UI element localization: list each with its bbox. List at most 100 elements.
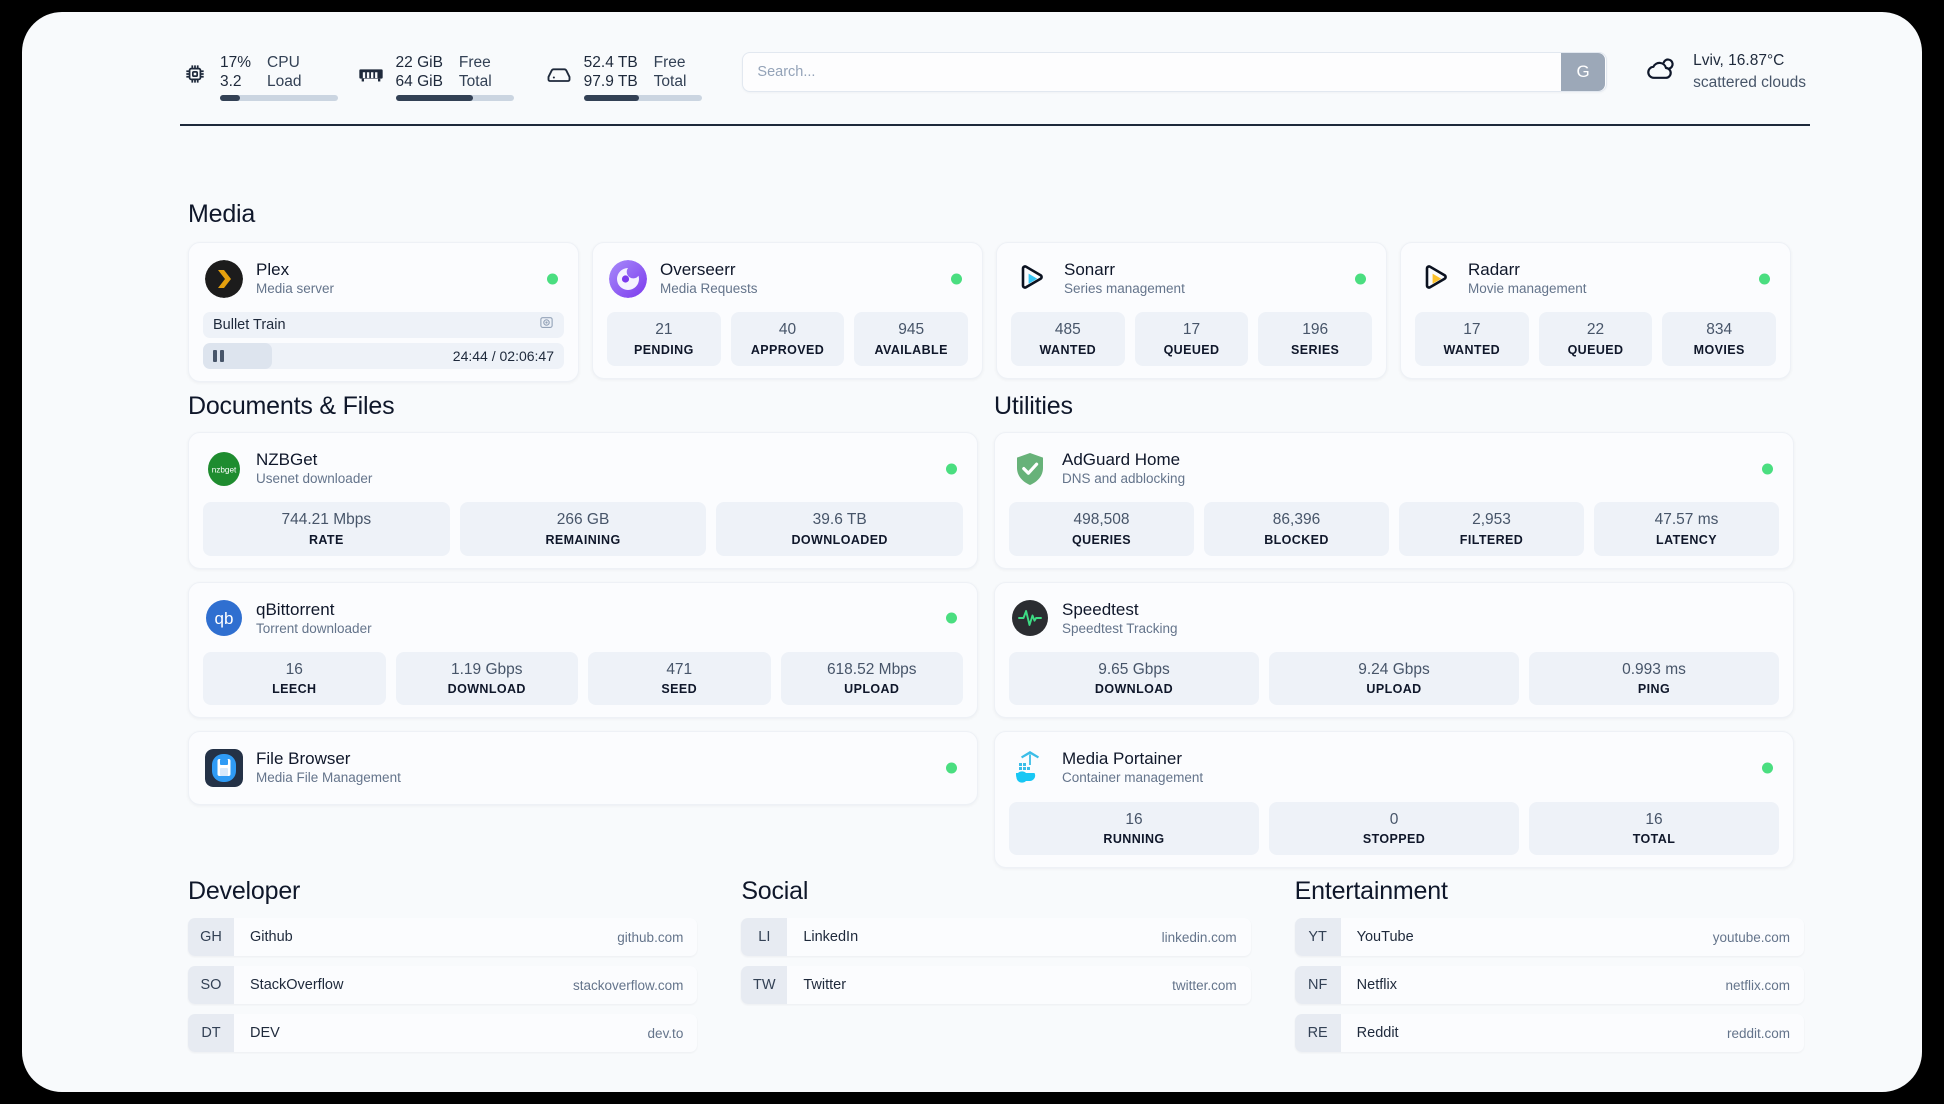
app-icon-sonarr (1013, 260, 1051, 298)
app-subtitle: Series management (1064, 281, 1185, 297)
search-input[interactable] (743, 53, 1562, 91)
service-card-file-browser[interactable]: File Browser Media File Management (188, 731, 978, 805)
stat-box[interactable]: 16 RUNNING (1009, 801, 1259, 855)
app-icon-speedtest (1011, 599, 1049, 637)
stat-box[interactable]: 21 PENDING (607, 312, 721, 366)
stat-box[interactable]: 39.6 TB DOWNLOADED (716, 502, 964, 556)
card-header: qb qBittorrent Torrent downloader (203, 595, 963, 642)
ram-free-value: 22 GiB (395, 53, 443, 71)
service-card-nzbget[interactable]: nzbget NZBGet Usenet downloader 744.21 Mbps… (188, 432, 978, 569)
svg-text:qb: qb (215, 609, 234, 628)
stat-label: DOWNLOADED (791, 532, 888, 547)
service-card-radarr[interactable]: Radarr Movie management 17 WANTED 22 QUEUED 83… (1400, 242, 1791, 379)
ram-total-value: 64 GiB (395, 73, 443, 90)
app-name: Overseerr (660, 260, 736, 279)
bookmark-item[interactable]: RE Reddit reddit.com (1294, 1014, 1804, 1052)
card-header: Plex Media server (203, 255, 564, 302)
bookmark-group-title: Social (741, 877, 809, 905)
app-subtitle: Torrent downloader (256, 620, 372, 636)
bookmark-item[interactable]: YT YouTube youtube.com (1294, 918, 1804, 956)
stats-row: 485 WANTED 17 QUEUED 196 SERIES (1011, 312, 1373, 366)
bookmark-name: Twitter (803, 977, 847, 993)
stat-label: DOWNLOAD (447, 682, 526, 697)
cast-icon[interactable] (539, 315, 554, 335)
stat-box[interactable]: 16 TOTAL (1529, 801, 1779, 855)
service-card-sonarr[interactable]: Sonarr Series management 485 WANTED 17 QUEUED… (996, 242, 1387, 379)
app-icon-media-portainer (1011, 749, 1049, 787)
bookmark-abbr: DT (188, 1014, 234, 1052)
stat-box[interactable]: 9.65 Gbps DOWNLOAD (1009, 652, 1259, 706)
bookmark-name: Github (250, 929, 293, 945)
stat-label: QUERIES (1071, 532, 1132, 547)
stat-label: RUNNING (1103, 831, 1165, 846)
cpu-icon (180, 59, 210, 89)
pause-icon[interactable] (213, 350, 224, 363)
stat-box[interactable]: 0.993 ms PING (1529, 652, 1779, 706)
stat-box[interactable]: 834 MOVIES (1662, 312, 1777, 366)
stat-box[interactable]: 266 GB REMAINING (459, 502, 707, 556)
bookmark-item[interactable]: SO StackOverflow stackoverflow.com (188, 966, 698, 1004)
stat-box[interactable]: 618.52 Mbps UPLOAD (780, 652, 963, 706)
stat-box[interactable]: 17 WANTED (1415, 312, 1529, 366)
service-card-plex[interactable]: Plex Media server Bullet Train 24:44 / 02:0… (188, 242, 579, 383)
stat-box[interactable]: 40 APPROVED (730, 312, 845, 366)
service-card-qbittorrent[interactable]: qb qBittorrent Torrent downloader 16 LEECH 1.… (188, 581, 978, 719)
service-card-media-portainer[interactable]: Media Portainer Container management 16 RUN… (994, 731, 1794, 868)
disk-label-line1: Free (653, 53, 686, 71)
bookmark-item[interactable]: TW Twitter twitter.com (741, 966, 1251, 1004)
bookmark-url: github.com (617, 929, 684, 945)
stat-box[interactable]: 2,953 FILTERED (1399, 502, 1584, 556)
service-card-speedtest[interactable]: Speedtest Speedtest Tracking 9.65 Gbps DOWN… (994, 581, 1794, 719)
stat-label: BLOCKED (1264, 532, 1329, 547)
bookmark-name: Netflix (1356, 977, 1397, 993)
stat-box[interactable]: 22 QUEUED (1538, 312, 1653, 366)
service-card-overseerr[interactable]: Overseerr Media Requests 21 PENDING 40 APPROV… (592, 242, 983, 379)
bookmark-item[interactable]: LI LinkedIn linkedin.com (741, 918, 1251, 956)
stat-box[interactable]: 47.57 ms LATENCY (1594, 502, 1779, 556)
bookmark-url: netflix.com (1725, 977, 1790, 993)
cpu-labels: CPU Load (267, 53, 301, 92)
plex-now-playing[interactable]: Bullet Train (203, 312, 564, 339)
stat-box[interactable]: 945 AVAILABLE (854, 312, 969, 366)
stat-box[interactable]: 17 QUEUED (1134, 312, 1249, 366)
cpu-stat-group: 17% 3.2 CPU Load (180, 53, 338, 102)
bookmark-item[interactable]: NF Netflix netflix.com (1294, 966, 1804, 1004)
stat-label: STOPPED (1362, 831, 1426, 846)
weather-condition: scattered clouds (1693, 74, 1806, 91)
stats-row: 9.65 Gbps DOWNLOAD 9.24 Gbps UPLOAD 0.993 ms… (1009, 652, 1779, 706)
bookmark-abbr: GH (188, 918, 234, 956)
ram-stat-group: 22 GiB 64 GiB Free Total (356, 53, 514, 102)
stat-box[interactable]: 0 STOPPED (1269, 801, 1519, 855)
stat-label: SERIES (1291, 342, 1340, 357)
cpu-load-value: 3.2 (220, 73, 242, 90)
weather-widget: Lviv, 16.87°C scattered clouds (1643, 50, 1806, 93)
stat-box[interactable]: 16 LEECH (203, 652, 386, 706)
app-name: Radarr (1468, 260, 1520, 279)
stat-box[interactable]: 471 SEED (588, 652, 771, 706)
stat-label: REMAINING (545, 532, 621, 547)
stat-box[interactable]: 744.21 Mbps RATE (203, 502, 450, 556)
svg-text:nzbget: nzbget (212, 465, 237, 474)
search-bar[interactable]: G (742, 52, 1608, 92)
bookmark-item[interactable]: DT DEV dev.to (188, 1014, 698, 1052)
stat-box[interactable]: 196 SERIES (1258, 312, 1373, 366)
stat-box[interactable]: 1.19 Gbps DOWNLOAD (395, 652, 578, 706)
stat-label: LEECH (272, 682, 317, 697)
stat-box[interactable]: 498,508 QUERIES (1009, 502, 1194, 556)
stat-value: 196 (1302, 321, 1329, 339)
stat-box[interactable]: 9.24 Gbps UPLOAD (1269, 652, 1519, 706)
stats-row: 744.21 Mbps RATE 266 GB REMAINING 39.6 TB DOW… (203, 502, 964, 556)
card-header: Sonarr Series management (1011, 255, 1372, 302)
stat-label: DOWNLOAD (1094, 682, 1174, 697)
stat-value: 86,396 (1272, 511, 1321, 529)
plex-progress-bar[interactable]: 24:44 / 02:06:47 (203, 343, 564, 370)
service-card-adguard-home[interactable]: AdGuard Home DNS and adblocking 498,508 QUE… (994, 432, 1794, 569)
stats-row: 16 RUNNING 0 STOPPED 16 TOTAL (1009, 801, 1779, 855)
bookmark-item[interactable]: GH Github github.com (188, 918, 698, 956)
stat-label: MOVIES (1693, 342, 1745, 357)
stat-box[interactable]: 86,396 BLOCKED (1204, 502, 1389, 556)
app-name: NZBGet (256, 450, 318, 469)
search-submit-button[interactable]: G (1561, 53, 1606, 91)
bookmark-group-title: Developer (188, 877, 301, 905)
stat-box[interactable]: 485 WANTED (1011, 312, 1125, 366)
